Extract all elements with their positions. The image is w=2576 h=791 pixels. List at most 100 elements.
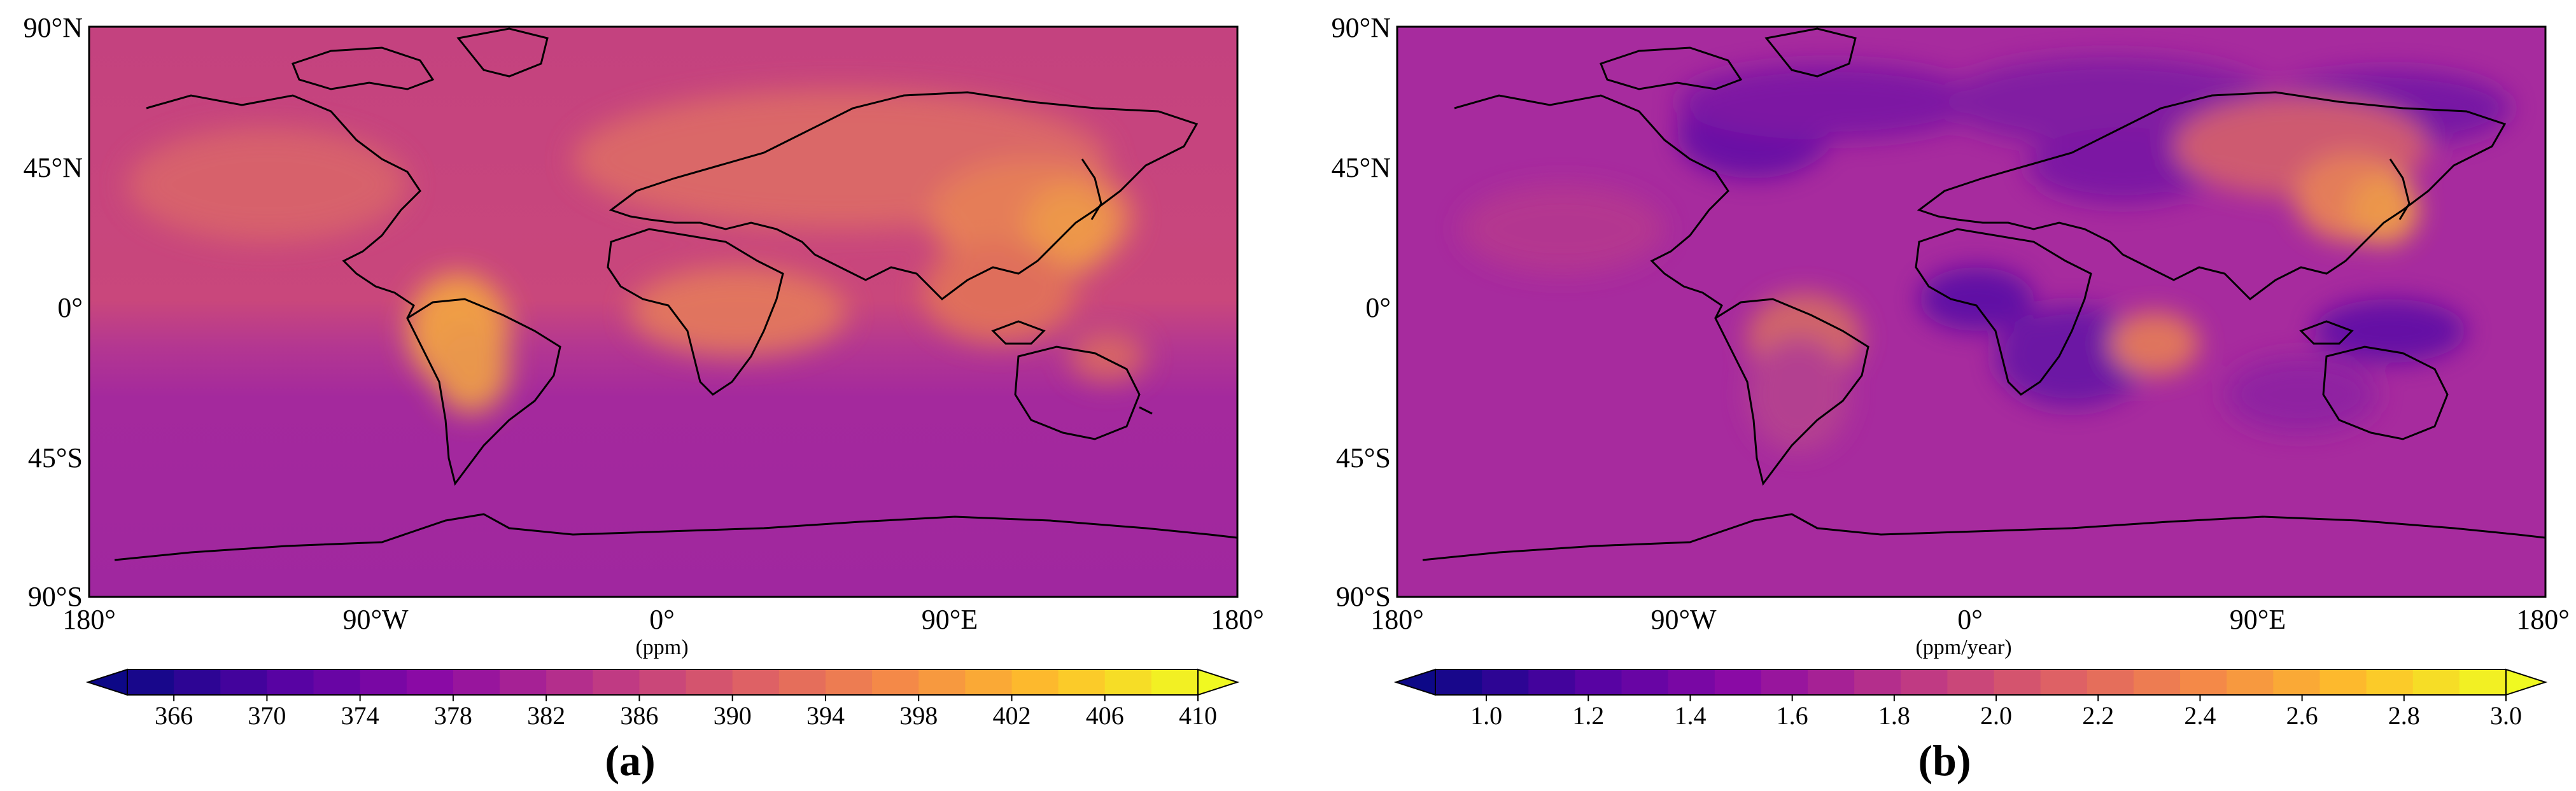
unit-label-a: (ppm) — [635, 636, 688, 659]
colorbar-segment — [2180, 669, 2227, 695]
colorbar-tick-label: 2.0 — [1980, 701, 2012, 730]
colorbar-extend-low — [85, 668, 128, 696]
lon-ticks-b: 180° 90°W 0° 90°E 180° — [1370, 604, 2570, 635]
colorbar-segment — [1151, 669, 1199, 695]
colorbar-segment — [220, 669, 267, 695]
panel-label-b: (b) — [1918, 736, 1971, 785]
lon-tick: 0° — [649, 604, 675, 635]
colorbar-tick-label: 374 — [341, 701, 379, 730]
colorbar-segment — [1761, 669, 1808, 695]
lon-tick: 90°E — [2230, 604, 2286, 635]
colorbar-segment — [360, 669, 407, 695]
colorbar-tick-label: 1.4 — [1674, 701, 1706, 730]
colorbar-tick-label: 2.8 — [2388, 701, 2420, 730]
colorbar-segment — [2133, 669, 2181, 695]
colorbar-tick-label: 1.6 — [1777, 701, 1808, 730]
lat-ticks-a: 90°N 45°N 0° 45°S 90°S — [24, 12, 83, 612]
colorbar-tick-label: 370 — [248, 701, 286, 730]
lon-tick: 90°W — [342, 604, 409, 635]
colorbar-segment — [127, 669, 174, 695]
colorbar-tick-label: 366 — [155, 701, 193, 730]
colorbar-segment — [1714, 669, 1762, 695]
lat-tick: 90°N — [1332, 12, 1391, 43]
panel-b: 90°N 45°N 0° 45°S 90°S 180° 90°W 0° 90°E… — [1332, 12, 2570, 785]
lat-tick: 0° — [1365, 292, 1391, 323]
lat-tick: 45°N — [24, 152, 83, 183]
colorbar-segment — [406, 669, 454, 695]
lon-tick: 0° — [1957, 604, 1983, 635]
coastlines-b — [1422, 27, 2545, 561]
panel-label-a: (a) — [605, 736, 655, 785]
lon-tick: 180° — [1370, 604, 1424, 635]
colorbar-segment — [778, 669, 826, 695]
map-frame-a — [88, 25, 1239, 598]
colorbar-segment — [1854, 669, 1901, 695]
colorbar-segment — [2087, 669, 2134, 695]
lat-tick: 45°S — [1336, 442, 1391, 473]
colorbar-segment — [965, 669, 1013, 695]
colorbar-b: 1.0 1.2 1.4 1.6 1.8 2.0 2.2 2.4 2.6 2.8 3.0 — [1393, 668, 2548, 730]
colorbar-segment — [1808, 669, 1855, 695]
colorbar-segments-a — [127, 669, 1199, 695]
colorbar-segment — [2366, 669, 2414, 695]
lat-tick: 45°N — [1332, 152, 1391, 183]
colorbar-segment — [2459, 669, 2507, 695]
colorbar-extend-high — [1197, 668, 1240, 696]
colorbar-segment — [1994, 669, 2041, 695]
colorbar-segment — [825, 669, 873, 695]
colorbar-tick-label: 1.0 — [1470, 701, 1502, 730]
colorbar-segment — [2273, 669, 2321, 695]
lon-ticks-a: 180° 90°W 0° 90°E 180° — [62, 604, 1264, 635]
colorbar-tick-label: 394 — [806, 701, 845, 730]
colorbar-segment — [1058, 669, 1106, 695]
colorbar-tick-label: 390 — [714, 701, 752, 730]
colorbar-segment — [1668, 669, 1715, 695]
colorbar-segment — [639, 669, 687, 695]
lon-tick: 180° — [1211, 604, 1264, 635]
map-field-b — [1397, 27, 2545, 597]
colorbar-tick-label: 2.4 — [2184, 701, 2216, 730]
panel-a: 90°N 45°N 0° 45°S 90°S 180° 90°W 0° 90°E… — [24, 12, 1264, 785]
colorbar-segment — [1575, 669, 1622, 695]
lon-tick: 90°W — [1650, 604, 1717, 635]
lat-tick: 90°S — [28, 581, 83, 612]
colorbar-tick-label: 1.8 — [1878, 701, 1910, 730]
colorbar-tick-label: 406 — [1086, 701, 1124, 730]
colorbar-segment — [453, 669, 500, 695]
lon-tick: 180° — [2516, 604, 2570, 635]
colorbar-tick-label: 378 — [434, 701, 472, 730]
colorbar-segment — [2412, 669, 2460, 695]
colorbar-extend-low — [1393, 668, 1436, 696]
colorbar-segment — [1621, 669, 1669, 695]
colorbar-extend-high — [2505, 668, 2548, 696]
colorbar-segment — [1901, 669, 1948, 695]
lat-tick: 90°N — [24, 12, 83, 43]
lat-tick: 45°S — [28, 442, 83, 473]
colorbar-segment — [686, 669, 733, 695]
colorbar-tick-label: 2.2 — [2082, 701, 2114, 730]
colorbar-tick-label: 410 — [1179, 701, 1217, 730]
colorbar-segment — [1528, 669, 1575, 695]
colorbar-segment — [500, 669, 547, 695]
colorbar-tick-label: 2.6 — [2286, 701, 2318, 730]
map-field-a — [89, 27, 1237, 597]
colorbar-segment — [1947, 669, 1995, 695]
colorbar-segment — [1011, 669, 1059, 695]
colorbar-segment — [174, 669, 221, 695]
colorbar-a: 366 370 374 378 382 386 390 394 398 402 406 410 — [85, 668, 1240, 730]
lat-ticks-b: 90°N 45°N 0° 45°S 90°S — [1332, 12, 1391, 612]
colorbar-tick-label: 386 — [620, 701, 658, 730]
colorbar-segment — [918, 669, 966, 695]
colorbar-segment — [2040, 669, 2088, 695]
lat-tick: 90°S — [1336, 581, 1391, 612]
lon-tick: 180° — [62, 604, 116, 635]
colorbar-segment — [2227, 669, 2274, 695]
colorbar-segment — [2319, 669, 2367, 695]
colorbar-tick-label: 382 — [527, 701, 565, 730]
colorbar-segment — [267, 669, 314, 695]
lat-tick: 0° — [57, 292, 83, 323]
colorbar-segment — [1482, 669, 1529, 695]
colorbar-segment — [872, 669, 919, 695]
colorbar-segment — [313, 669, 361, 695]
coastlines-a — [114, 27, 1237, 561]
